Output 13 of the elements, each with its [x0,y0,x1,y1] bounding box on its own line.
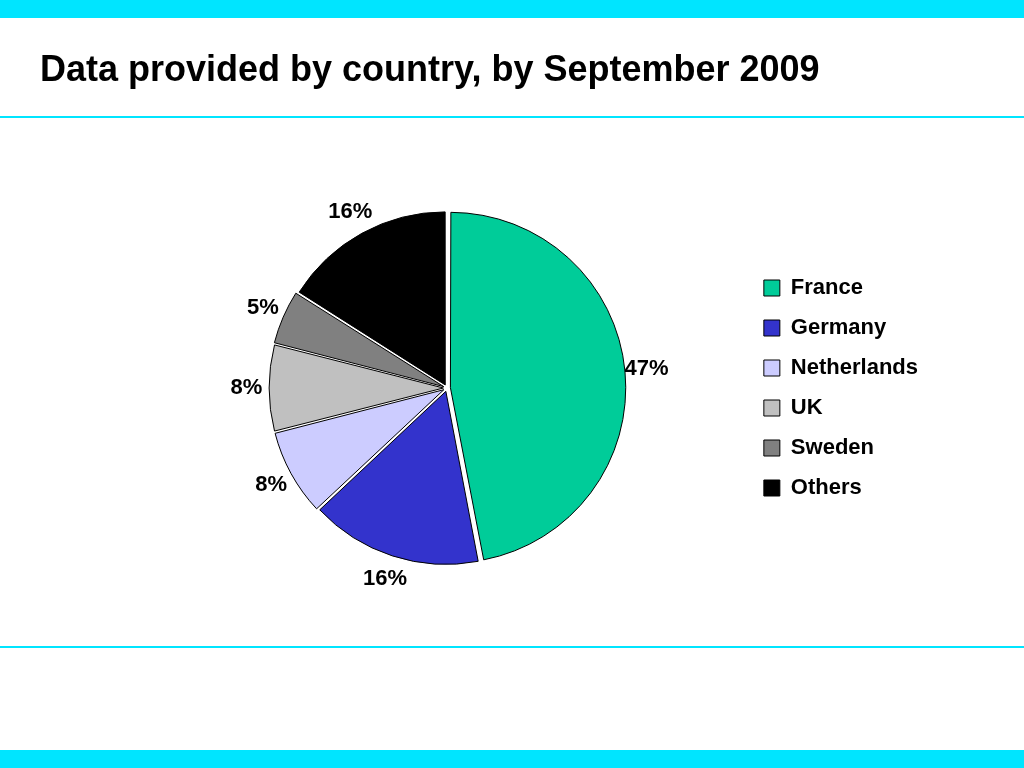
legend-label: Netherlands [790,354,919,380]
legend-label: Germany [790,314,887,340]
data-label: 5% [247,294,279,320]
legend-label: UK [790,394,823,420]
data-label: 16% [328,198,373,224]
legend-label: Others [790,474,862,500]
legend-label: Sweden [790,434,874,460]
data-label: 8% [255,470,288,496]
data-label: 8% [230,374,263,400]
chart-title: Data provided by country, by September 2009 [40,48,820,90]
data-label: 47% [624,355,669,381]
legend-label: France [790,274,864,300]
data-label: 16% [362,564,407,590]
